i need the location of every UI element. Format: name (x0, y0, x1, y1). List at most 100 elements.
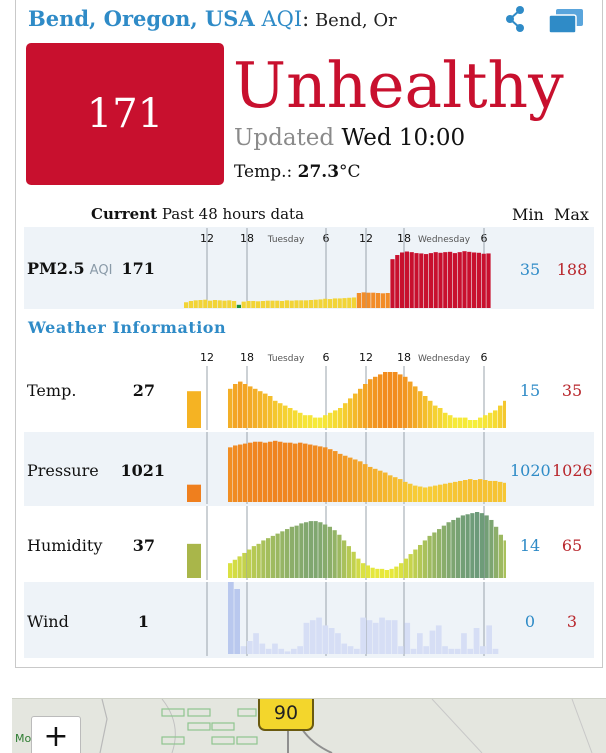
tempchart-bar (403, 376, 408, 428)
pm25-bar (428, 253, 433, 308)
humidity-row-value: 37 (132, 536, 155, 555)
pm25-bar (313, 299, 318, 308)
tempchart-bar (468, 420, 473, 428)
humidity-chart[interactable] (166, 506, 506, 582)
humiditychart-bar (285, 529, 290, 578)
windchart-bar (398, 646, 404, 654)
humiditychart-bar (299, 523, 304, 578)
pm25-row[interactable] (24, 227, 594, 309)
tempchart-bar (358, 388, 363, 428)
humiditychart-bar (346, 546, 351, 578)
pressurechart-bar (308, 444, 313, 502)
station-name: Bend, Or (309, 10, 397, 31)
pressurechart-bar (443, 483, 448, 502)
pm25-bar (385, 293, 390, 308)
pressurechart-bar (463, 480, 468, 502)
temp-row-value: 27 (132, 381, 155, 400)
pressurechart-bar (248, 442, 253, 502)
humiditychart-bar (237, 556, 242, 578)
tempchart-bar (303, 415, 308, 428)
pm25-bar (318, 299, 323, 308)
pm25-bar (486, 253, 491, 308)
aqi-label: AQI (261, 7, 303, 31)
pm25-bar (294, 300, 299, 308)
tempchart-bar (328, 412, 333, 428)
pm25-bar (256, 301, 261, 308)
tick-label: Wednesday (418, 235, 471, 245)
temp-max: 35 (561, 381, 583, 400)
pressurechart-bar (358, 461, 363, 502)
tempchart-bar (493, 410, 498, 428)
pressure-chart[interactable] (166, 432, 506, 506)
tempchart-bar (478, 417, 483, 428)
humiditychart-bar (484, 515, 489, 578)
pm25-bar (241, 301, 246, 308)
tick-label: Wednesday (418, 354, 471, 364)
windows-icon[interactable] (548, 8, 584, 34)
windchart-bar (272, 643, 278, 654)
current-temp: Temp.: 27.3°C (234, 162, 361, 182)
table-header: Current Past 48 hours data (91, 205, 304, 223)
pm25-bar (208, 300, 213, 308)
wind-chart[interactable] (166, 582, 506, 658)
humiditychart-bar (408, 554, 413, 578)
min-col-label: Min (512, 205, 544, 224)
map-place-label: Mo (15, 732, 32, 745)
humiditychart-bar (456, 517, 461, 578)
humiditychart-bar (384, 570, 389, 578)
tempchart-bar (293, 410, 298, 428)
humiditychart-bar (228, 563, 233, 578)
tempchart-bar (288, 408, 293, 428)
pm25-bar (227, 300, 232, 308)
tick-label: 12 (359, 351, 373, 364)
tick-label: 18 (240, 351, 254, 364)
past-col-label: Past 48 hours data (161, 205, 305, 223)
windchart-bar (454, 648, 461, 654)
pressurechart-bar (263, 442, 268, 502)
humiditychart-bar (370, 567, 375, 578)
humiditychart-bar (380, 568, 385, 578)
humiditychart-bar (289, 526, 294, 578)
humiditychart-bar (242, 552, 247, 578)
pm25-bar (217, 300, 222, 308)
windchart-bar (423, 646, 429, 654)
humiditychart-bar (266, 538, 271, 578)
windchart-bar (473, 628, 480, 654)
pm25-bar (467, 251, 472, 308)
humiditychart-bar (494, 526, 499, 578)
pm25-bar (203, 299, 208, 308)
windchart-bar (410, 648, 417, 654)
temp-chart[interactable] (166, 366, 506, 432)
pm25-bar (270, 300, 275, 308)
pm25-bar (236, 304, 241, 308)
city-link[interactable]: Bend, Oregon, USA (28, 6, 255, 31)
windchart-bar (467, 648, 474, 654)
pressurechart-bar (383, 472, 388, 502)
windchart-bar (379, 617, 385, 654)
zoom-in-button[interactable]: + (31, 716, 81, 753)
pm25-max: 188 (556, 260, 588, 279)
pressurechart-bar (288, 442, 293, 502)
pressurechart-bar (473, 480, 478, 502)
pm25-bar (222, 300, 227, 308)
map-view[interactable]: Mo + 90 (12, 698, 606, 753)
pressurechart-bar (328, 449, 333, 502)
humidity-min: 14 (519, 536, 541, 555)
pressurechart-bar (403, 481, 408, 502)
pm25-bar (232, 300, 237, 308)
share-icon[interactable] (503, 4, 527, 34)
tempchart-bar (318, 417, 323, 428)
humiditychart-bar (441, 525, 446, 578)
humiditychart-bar (418, 544, 423, 578)
tempchart-bar (503, 400, 506, 428)
pm25-bar (198, 300, 203, 308)
windchart-bar (240, 646, 247, 654)
humiditychart-bar (361, 563, 366, 578)
tempchart-bar (258, 391, 263, 428)
pm25-bar (380, 293, 385, 308)
windchart-bar (404, 622, 411, 654)
windchart-bar (435, 625, 442, 654)
pressurechart-bar (343, 455, 348, 502)
pm25-bar (361, 292, 366, 308)
